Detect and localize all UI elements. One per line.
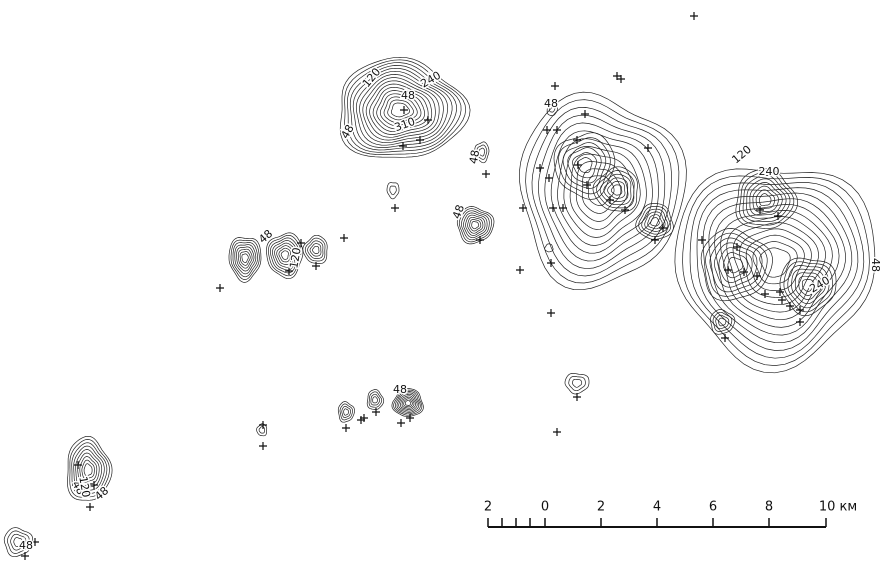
survey-point xyxy=(391,204,399,212)
contour-label: 48 xyxy=(92,484,111,503)
scale-label: 4 xyxy=(653,500,661,515)
scale-label: 0 xyxy=(541,500,549,515)
survey-point xyxy=(74,461,82,469)
contour-label: 48 xyxy=(467,149,482,165)
contour-line xyxy=(470,219,481,231)
contour-label: 48 xyxy=(393,383,407,396)
scale-label: 8 xyxy=(765,500,773,515)
contour-label: 240 xyxy=(759,165,780,178)
contour-line xyxy=(554,133,615,200)
contour-line xyxy=(259,427,265,434)
survey-point xyxy=(644,144,652,152)
contour-label: 48 xyxy=(338,122,356,141)
contour-line xyxy=(371,394,380,405)
scale-label: 6 xyxy=(709,500,717,515)
contour-label: 120 xyxy=(287,246,303,269)
contour-line xyxy=(545,244,553,252)
survey-point xyxy=(342,424,350,432)
survey-point xyxy=(581,110,589,118)
contour-line xyxy=(399,394,418,411)
contour-line xyxy=(84,464,92,476)
scale-label: 2 xyxy=(597,500,605,515)
survey-point xyxy=(776,288,784,296)
contour-line xyxy=(373,397,378,403)
survey-point xyxy=(796,318,804,326)
survey-point xyxy=(259,442,267,450)
survey-point xyxy=(573,136,581,144)
survey-point xyxy=(340,234,348,242)
contour-line xyxy=(242,254,248,263)
contour-label: 120 xyxy=(729,143,753,166)
contour-line xyxy=(342,406,351,417)
survey-point xyxy=(86,503,94,511)
contour-line xyxy=(464,213,488,238)
survey-point xyxy=(476,236,484,244)
contour-line xyxy=(519,92,686,290)
survey-point xyxy=(397,419,405,427)
survey-point xyxy=(698,236,706,244)
contour-labels: 1202403104848484812048481202402404848481… xyxy=(19,65,881,552)
scale-bar: 2 0 2 4 6 8 10 км xyxy=(484,500,857,528)
contour-line xyxy=(572,379,581,387)
contour-line xyxy=(740,229,812,298)
survey-point xyxy=(651,236,659,244)
contour-line xyxy=(563,143,606,189)
contour-label: 48 xyxy=(401,89,415,102)
contour-line xyxy=(344,409,349,416)
contour-line xyxy=(281,251,288,260)
contour-label: 48 xyxy=(450,203,467,221)
contour-line xyxy=(683,176,870,366)
scale-label: 10 км xyxy=(819,500,857,515)
contour-line xyxy=(405,400,411,405)
survey-point xyxy=(721,334,729,342)
contour-line xyxy=(472,222,479,229)
survey-point xyxy=(400,106,408,114)
contour-line xyxy=(569,376,586,390)
contour-label: 48 xyxy=(544,97,558,110)
survey-point xyxy=(547,309,555,317)
survey-point xyxy=(549,204,557,212)
contour-line xyxy=(532,107,672,276)
survey-point xyxy=(547,259,555,267)
contour-line xyxy=(608,181,625,198)
contour-label: 310 xyxy=(393,115,417,134)
survey-point xyxy=(536,164,544,172)
contour-label: 48 xyxy=(869,258,881,272)
survey-point xyxy=(545,174,553,182)
contour-line xyxy=(313,246,320,253)
survey-point xyxy=(756,206,764,214)
scale-label: 2 xyxy=(484,500,492,515)
contour-line xyxy=(759,194,771,206)
survey-point xyxy=(690,12,698,20)
survey-point xyxy=(21,552,29,560)
contour-line xyxy=(310,244,321,257)
survey-point xyxy=(551,82,559,90)
survey-point xyxy=(424,116,432,124)
contour-map: 1202403104848484812048481202402404848481… xyxy=(0,0,881,561)
survey-point xyxy=(482,170,490,178)
contour-label: 48 xyxy=(256,227,275,246)
contour-line xyxy=(387,183,399,199)
survey-point xyxy=(559,204,567,212)
contours xyxy=(4,57,875,556)
contour-line xyxy=(390,186,397,195)
survey-point xyxy=(216,284,224,292)
contour-label: 48 xyxy=(19,539,33,552)
survey-point xyxy=(553,428,561,436)
survey-point xyxy=(516,266,524,274)
survey-point xyxy=(519,204,527,212)
